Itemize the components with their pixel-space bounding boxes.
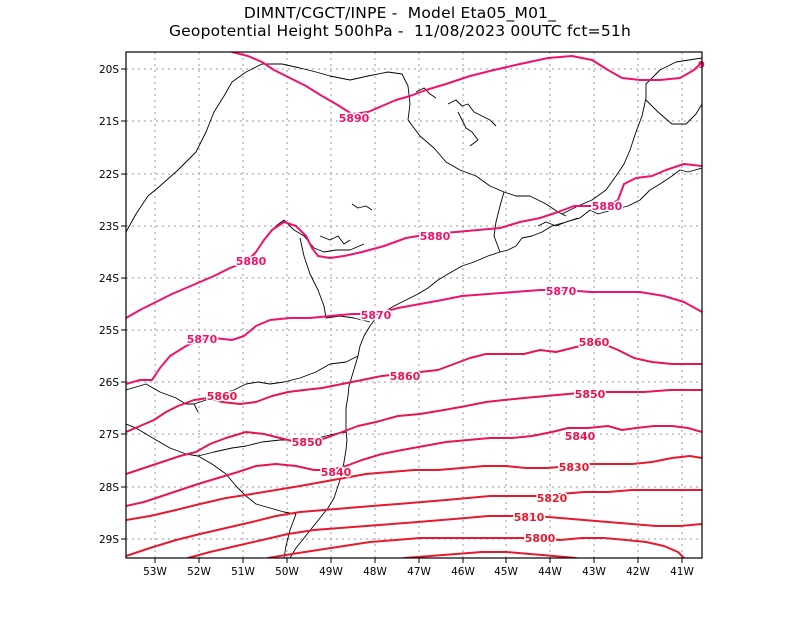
lon-label-51w: 51W (231, 566, 255, 578)
state-border-pr-paraguay (299, 237, 371, 323)
lon-label-42w: 42W (626, 566, 650, 578)
contour-5820 (126, 489, 702, 557)
reservoir-mg-3 (415, 87, 437, 99)
international-border-argentina (126, 383, 199, 413)
contour-5890 (231, 52, 702, 115)
contour-label-5860-east: 5860 (579, 336, 610, 349)
contour-label-5850-west: 5850 (292, 436, 323, 449)
lat-label-22s: 22S (99, 169, 119, 181)
contour-labels: 5890 5880 5880 5880 5870 5870 5870 5860 … (185, 111, 624, 547)
contour-5850 (126, 389, 702, 475)
coastline-and-borders (126, 57, 702, 558)
lon-label-43w: 43W (582, 566, 606, 578)
contour-label-5890: 5890 (339, 112, 370, 125)
contour-label-5800: 5800 (525, 532, 556, 545)
lon-label-47w: 47W (407, 566, 431, 578)
tick-marks (121, 68, 683, 563)
contour-label-5840-west: 5840 (321, 466, 352, 479)
atlantic-coastline (289, 167, 702, 558)
contour-label-5850-east: 5850 (575, 388, 606, 401)
lat-label-28s: 28S (99, 482, 119, 494)
map-frame (125, 51, 703, 559)
contour-5840 (126, 425, 702, 507)
contour-5870 (126, 289, 702, 385)
lon-label-44w: 44W (538, 566, 562, 578)
state-border-mg-rj-es (561, 57, 702, 215)
contour-label-5880-center: 5880 (420, 230, 451, 243)
height-contours (126, 52, 702, 558)
reservoir-mg-2 (457, 111, 479, 147)
contour-label-5860-center: 5860 (390, 370, 421, 383)
contour-5880 (126, 163, 702, 319)
contour-5860 (126, 343, 702, 433)
contour-5830 (126, 455, 702, 521)
lat-label-20s: 20S (99, 64, 119, 76)
river-uruguay (197, 455, 297, 515)
contour-5800 (267, 537, 685, 558)
lon-label-52w: 52W (187, 566, 211, 578)
lat-label-29s: 29S (99, 534, 119, 546)
contour-label-5810: 5810 (514, 511, 545, 524)
state-border-pr-sc (193, 355, 359, 405)
contour-label-5830: 5830 (559, 461, 590, 474)
lon-label-41w: 41W (670, 566, 694, 578)
lagoa-dos-patos (283, 513, 297, 558)
map-title: DIMNT/CGCT/INPE - Model Eta05_M01_ Geopo… (0, 4, 800, 40)
state-border-mg-sp-north (126, 63, 567, 233)
lon-label-48w: 48W (363, 566, 387, 578)
lat-label-27s: 27S (99, 429, 119, 441)
lon-label-46w: 46W (451, 566, 475, 578)
lat-label-24s: 24S (99, 273, 119, 285)
longitude-labels: 53W 52W 51W 50W 49W 48W 47W 46W 45W 44W … (143, 566, 694, 578)
contour-5790 (403, 551, 577, 558)
reservoir-mg-4 (351, 203, 373, 211)
lat-label-26s: 26S (99, 377, 119, 389)
contour-label-5870-east: 5870 (546, 285, 577, 298)
latitude-labels: 20S 21S 22S 23S 24S 25S 26S 27S 28S 29S (99, 64, 119, 546)
gridlines (126, 52, 702, 558)
contour-label-5820: 5820 (537, 492, 568, 505)
lake-itaipu (319, 235, 351, 245)
contour-label-5880-east: 5880 (592, 200, 623, 213)
title-line-1: DIMNT/CGCT/INPE - Model Eta05_M01_ (243, 4, 557, 22)
lon-label-50w: 50W (275, 566, 299, 578)
state-border-sc-rs (126, 423, 347, 457)
lon-label-49w: 49W (319, 566, 343, 578)
lat-label-21s: 21S (99, 116, 119, 128)
contour-label-5880-west: 5880 (236, 255, 267, 268)
reservoir-mg-1 (447, 99, 497, 127)
state-border-pr-sp (283, 219, 365, 253)
lat-label-25s: 25S (99, 325, 119, 337)
coast-rj-bays (537, 217, 579, 227)
lat-label-23s: 23S (99, 221, 119, 233)
contour-5810 (187, 515, 702, 558)
contour-label-5870-center: 5870 (361, 309, 392, 322)
lon-label-45w: 45W (494, 566, 518, 578)
title-line-2: Geopotential Height 500hPa - 11/08/2023 … (168, 22, 632, 40)
contour-label-5840-east: 5840 (565, 430, 596, 443)
contour-label-5860-west: 5860 (207, 390, 238, 403)
contour-label-5870-west: 5870 (187, 333, 218, 346)
state-border-rj-es (645, 99, 702, 125)
lon-label-53w: 53W (143, 566, 167, 578)
state-border-sp-rj (493, 191, 505, 253)
